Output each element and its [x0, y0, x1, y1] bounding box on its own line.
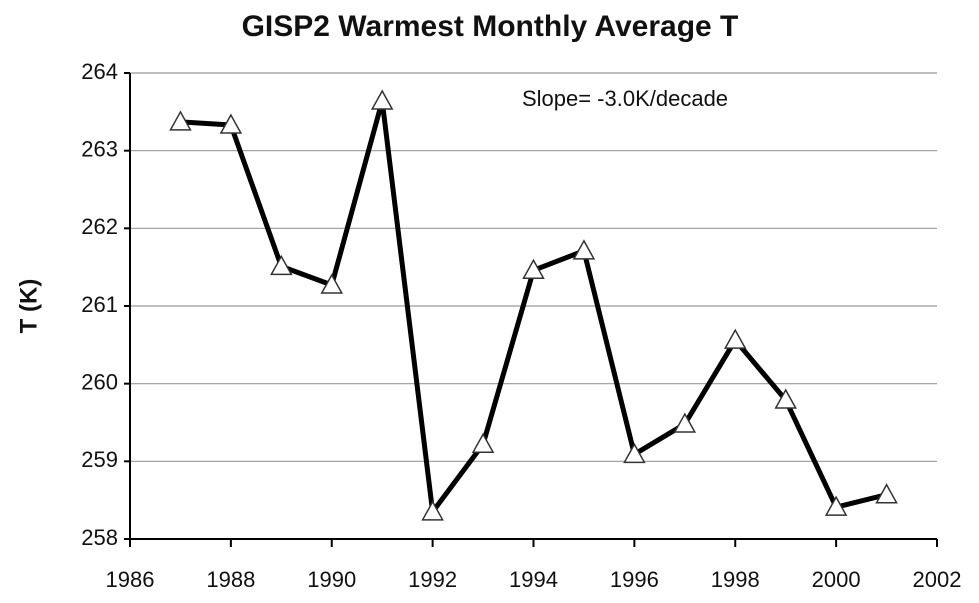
y-tick-label: 259 — [81, 447, 118, 472]
annotation: Slope= -3.0K/decade — [522, 86, 728, 111]
x-tick-label: 1996 — [610, 567, 659, 592]
data-point — [421, 500, 444, 521]
data-point — [723, 328, 747, 349]
chart-title: GISP2 Warmest Monthly Average T — [242, 10, 739, 43]
x-tick-label: 1998 — [711, 567, 760, 592]
data-point — [522, 258, 545, 280]
x-tick-label: 1988 — [206, 567, 255, 592]
y-tick-label: 262 — [81, 214, 118, 239]
data-point — [169, 110, 192, 131]
y-tick-label: 261 — [81, 292, 118, 317]
x-tick-label: 2002 — [913, 567, 962, 592]
y-tick-label: 264 — [81, 59, 118, 84]
data-point — [623, 442, 646, 464]
data-point — [219, 113, 243, 134]
data-point — [774, 388, 797, 409]
data-point — [270, 254, 293, 276]
data-point — [572, 239, 596, 260]
data-point — [370, 89, 394, 110]
x-tick-label: 1990 — [307, 567, 356, 592]
data-point — [320, 273, 344, 294]
y-axis-label: T (K) — [15, 279, 42, 334]
y-tick-label: 260 — [81, 369, 118, 394]
x-tick-label: 1994 — [509, 567, 558, 592]
x-tick-label: 1986 — [106, 567, 155, 592]
x-tick-label: 1992 — [408, 567, 457, 592]
data-point — [875, 483, 898, 504]
y-tick-label: 258 — [81, 525, 118, 550]
data-point — [824, 495, 848, 516]
data-point — [673, 412, 697, 433]
y-tick-label: 263 — [81, 136, 118, 161]
data-point — [471, 432, 495, 453]
x-tick-label: 2000 — [812, 567, 861, 592]
